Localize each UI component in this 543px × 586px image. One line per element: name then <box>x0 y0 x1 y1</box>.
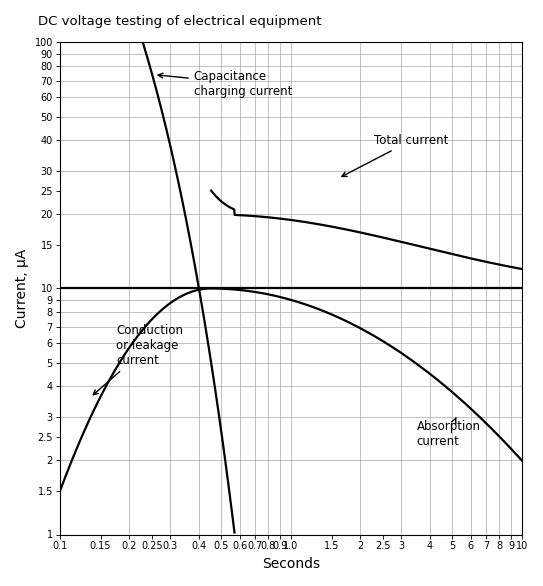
Text: DC voltage testing of electrical equipment: DC voltage testing of electrical equipme… <box>38 15 321 28</box>
Y-axis label: Current, μA: Current, μA <box>15 249 29 328</box>
X-axis label: Seconds: Seconds <box>262 557 320 571</box>
Text: Conduction
or leakage
current: Conduction or leakage current <box>93 324 183 395</box>
Text: Total current: Total current <box>342 134 449 176</box>
Text: Absorption
current: Absorption current <box>416 418 481 448</box>
Text: Capacitance
charging current: Capacitance charging current <box>158 70 292 98</box>
